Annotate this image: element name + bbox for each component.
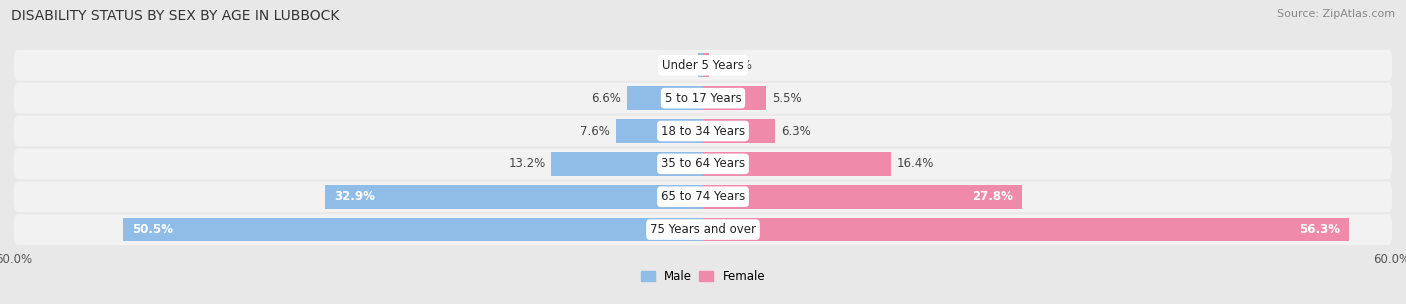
Legend: Male, Female: Male, Female [636, 266, 770, 288]
Text: DISABILITY STATUS BY SEX BY AGE IN LUBBOCK: DISABILITY STATUS BY SEX BY AGE IN LUBBO… [11, 9, 340, 23]
Bar [703, 185, 1022, 209]
Text: 5.5%: 5.5% [772, 92, 801, 105]
Text: 0.4%: 0.4% [662, 59, 693, 72]
Text: 50.5%: 50.5% [132, 223, 173, 236]
Text: 32.9%: 32.9% [335, 190, 375, 203]
Text: 0.55%: 0.55% [716, 59, 752, 72]
Text: 35 to 64 Years: 35 to 64 Years [661, 157, 745, 170]
Text: 5 to 17 Years: 5 to 17 Years [665, 92, 741, 105]
Bar [699, 54, 703, 77]
Text: Under 5 Years: Under 5 Years [662, 59, 744, 72]
Bar [703, 218, 1350, 241]
Bar [703, 86, 766, 110]
FancyBboxPatch shape [14, 50, 1392, 81]
FancyBboxPatch shape [14, 116, 1392, 147]
FancyBboxPatch shape [14, 148, 1392, 179]
Bar [703, 119, 775, 143]
Text: 6.6%: 6.6% [592, 92, 621, 105]
Text: 16.4%: 16.4% [897, 157, 935, 170]
Text: 18 to 34 Years: 18 to 34 Years [661, 125, 745, 137]
Text: 6.3%: 6.3% [782, 125, 811, 137]
Bar [551, 152, 703, 176]
Text: 27.8%: 27.8% [972, 190, 1012, 203]
Bar [124, 218, 703, 241]
Text: 65 to 74 Years: 65 to 74 Years [661, 190, 745, 203]
Bar [703, 54, 709, 77]
Bar [325, 185, 703, 209]
Bar [616, 119, 703, 143]
FancyBboxPatch shape [14, 181, 1392, 212]
FancyBboxPatch shape [14, 83, 1392, 114]
Bar [627, 86, 703, 110]
FancyBboxPatch shape [14, 214, 1392, 245]
Text: 7.6%: 7.6% [581, 125, 610, 137]
Text: 13.2%: 13.2% [509, 157, 546, 170]
Bar [703, 152, 891, 176]
Text: 56.3%: 56.3% [1299, 223, 1340, 236]
Text: 75 Years and over: 75 Years and over [650, 223, 756, 236]
Text: Source: ZipAtlas.com: Source: ZipAtlas.com [1277, 9, 1395, 19]
